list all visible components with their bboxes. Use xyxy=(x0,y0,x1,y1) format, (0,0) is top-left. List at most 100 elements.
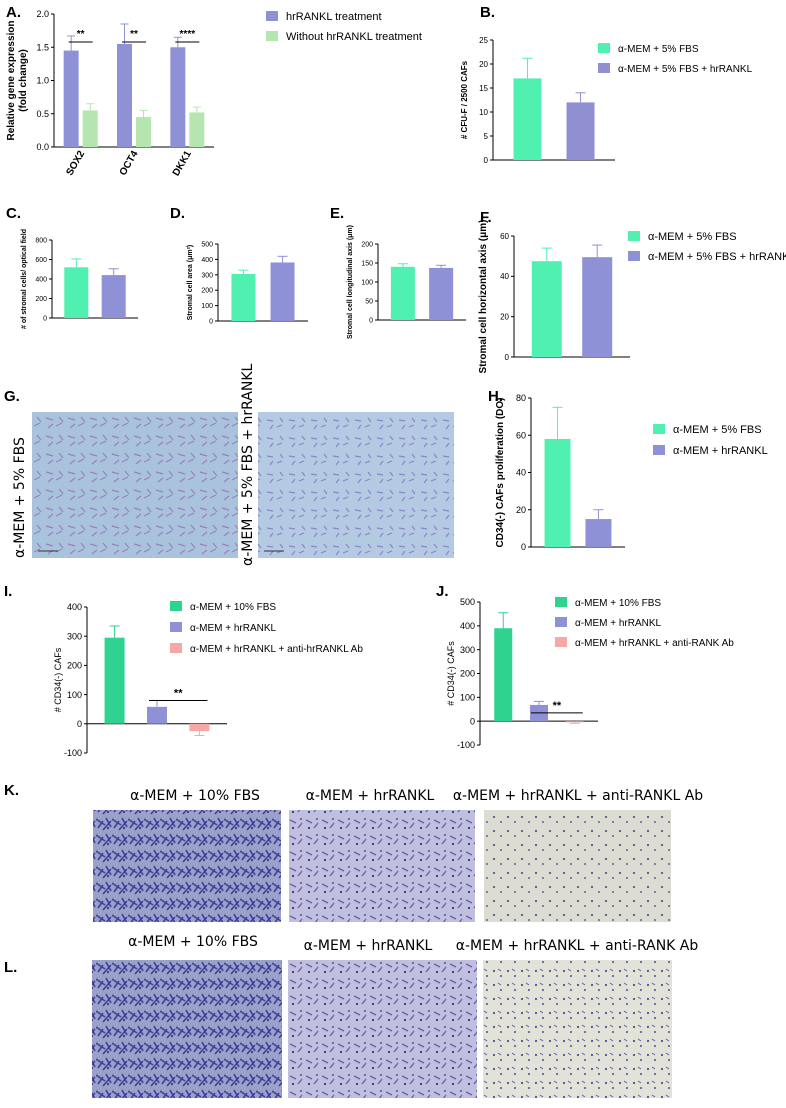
panel-label-h: H. xyxy=(488,388,503,405)
y-tick-label: 500 xyxy=(201,241,213,248)
y-tick-label: -100 xyxy=(457,740,475,750)
y-tick-label: 0.5 xyxy=(36,109,49,119)
y-axis-label: # of stromal cells/ optical field xyxy=(21,229,28,329)
legend-label: α-MEM + hrRANKL + anti-hrRANKL Ab xyxy=(190,644,363,655)
y-axis-label: # CD34(-) CAFs xyxy=(446,641,456,706)
chart-e: 0 50 100 150 200 Stromal cell longitudinal ax… xyxy=(347,225,466,339)
bar xyxy=(82,110,98,147)
panel-label-i: I. xyxy=(4,583,12,600)
chart-a: 0.0 0.5 1.0 1.5 2.0 Relative gene expression(… xyxy=(6,9,422,178)
y-tick-label: 100 xyxy=(67,690,82,700)
legend-label: α-MEM + 5% FBS xyxy=(673,424,762,436)
legend: α-MEM + 10% FBS α-MEM + hrRANKL α-MEM + hr… xyxy=(555,597,734,649)
panel-labels: A. B. C. D. E. F. G. H. I. J. K. L. xyxy=(4,4,503,976)
y-tick-label: 300 xyxy=(460,645,475,655)
legend-label: α-MEM + hrRANKL xyxy=(673,445,768,457)
panel-label-g: G. xyxy=(4,388,20,405)
micrograph-g-hrrankl xyxy=(258,412,454,558)
y-tick-label: 800 xyxy=(35,237,47,244)
y-tick-label: 1.0 xyxy=(36,76,49,86)
y-tick-label: 0 xyxy=(43,315,47,322)
legend-swatch xyxy=(555,617,567,627)
y-tick-label: 200 xyxy=(67,661,82,671)
legend-label: α-MEM + 5% FBS + hrRANKL xyxy=(648,251,786,263)
legend-label: α-MEM + 10% FBS xyxy=(190,602,276,613)
legend-swatch xyxy=(266,31,278,41)
bar xyxy=(566,102,595,160)
micrograph-caption: α-MEM + hrRANKL xyxy=(306,788,435,804)
panel-label-k: K. xyxy=(4,782,19,799)
bar xyxy=(63,50,79,148)
y-tick-label: -100 xyxy=(64,748,82,758)
bar xyxy=(494,628,513,722)
micrograph-caption: α-MEM + 10% FBS xyxy=(128,934,258,950)
micrograph-l-antibody xyxy=(483,960,672,1098)
y-tick-label: 60 xyxy=(500,232,509,241)
y-tick-label: 500 xyxy=(460,597,475,607)
y-tick-label: 40 xyxy=(516,468,526,478)
bar xyxy=(147,706,167,724)
bar xyxy=(64,267,89,318)
legend-label: Without hrRANKL treatment xyxy=(286,31,422,43)
y-tick-label: 40 xyxy=(500,272,509,281)
y-tick-label: 200 xyxy=(201,288,213,295)
legend-label: α-MEM + 5% FBS xyxy=(648,231,737,243)
y-tick-label: 300 xyxy=(67,631,82,641)
x-tick-label: DKK1 xyxy=(171,149,194,178)
micrograph-caption: α-MEM + hrRANKL xyxy=(304,938,433,954)
y-tick-label: 20 xyxy=(516,505,526,515)
y-tick-label: 0 xyxy=(77,719,82,729)
chart-b: 0 5 10 15 20 25 # CFU-F / 2500 CAFs α-MEM + 5% … xyxy=(460,36,753,165)
chart-d: 0 100 200 300 400 500 Stromal cell area (μm²) xyxy=(187,241,308,325)
legend-swatch xyxy=(598,43,610,53)
y-tick-label: 10 xyxy=(479,108,488,117)
bar xyxy=(101,275,126,318)
significance-marker: ** xyxy=(77,29,85,40)
bar xyxy=(390,266,415,320)
y-tick-label: 25 xyxy=(479,36,488,45)
micrograph-l-control xyxy=(92,960,282,1098)
micrograph-g-control xyxy=(32,412,238,558)
legend-label: α-MEM + hrRANKL xyxy=(575,618,662,629)
legend-swatch xyxy=(653,445,665,455)
y-tick-label: 1.5 xyxy=(36,42,49,52)
y-tick-label: 400 xyxy=(201,257,213,264)
bar xyxy=(189,723,210,732)
bar xyxy=(189,112,205,147)
bar xyxy=(531,261,562,357)
panel-label-l: L. xyxy=(4,959,17,976)
legend: α-MEM + 5% FBS α-MEM + hrRANKL xyxy=(653,424,768,457)
y-axis-label: Stromal cell area (μm²) xyxy=(187,245,194,320)
legend-swatch xyxy=(598,63,610,73)
micrograph-caption: α-MEM + hrRANKL + anti-RANK Ab xyxy=(456,938,699,954)
chart-i: -100 0 100 200 300 400 # CD34(-) CAFs ** α-MEM +… xyxy=(53,601,363,758)
legend-label: α-MEM + 5% FBS + hrRANKL xyxy=(618,64,753,75)
significance-marker: ** xyxy=(174,687,183,699)
micrographs-k: α-MEM + 10% FBS α-MEM + hrRANKL α-MEM + … xyxy=(93,788,703,922)
y-tick-label: 0 xyxy=(369,317,373,324)
y-tick-label: 5 xyxy=(484,132,489,141)
bar xyxy=(565,721,584,723)
legend-swatch xyxy=(170,622,182,632)
panel-label-c: C. xyxy=(6,205,21,222)
y-tick-label: 200 xyxy=(35,296,47,303)
y-tick-label: 0 xyxy=(209,318,213,325)
panel-label-j: J. xyxy=(436,583,449,600)
legend-swatch xyxy=(266,11,278,21)
legend-label: α-MEM + hrRANKL xyxy=(190,623,277,634)
y-tick-label: 400 xyxy=(67,602,82,612)
y-axis-label: CD34(-) CAFs proliferation (DO) xyxy=(495,398,506,548)
y-tick-label: 200 xyxy=(361,241,373,248)
bar xyxy=(231,274,256,321)
y-axis-label: # CFU-F / 2500 CAFs xyxy=(460,60,469,139)
bar xyxy=(582,257,613,357)
panel-label-b: B. xyxy=(480,4,495,21)
legend-swatch xyxy=(555,597,567,607)
y-tick-label: 60 xyxy=(516,430,526,440)
y-tick-label: 300 xyxy=(201,272,213,279)
chart-f: 0 20 40 60 Stromal cell horizontal axis (μm)… xyxy=(478,220,786,374)
bar xyxy=(104,637,125,724)
micrograph-k-control xyxy=(93,810,281,922)
